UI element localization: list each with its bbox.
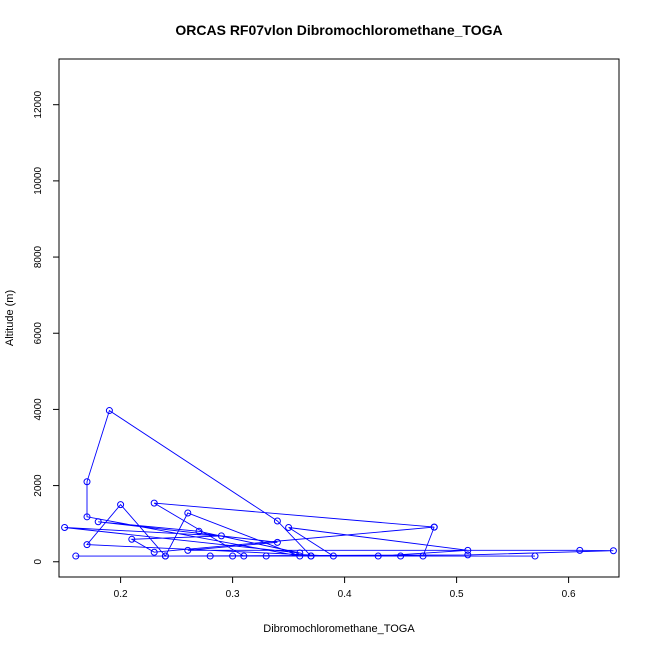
data-point bbox=[531, 552, 539, 560]
data-point bbox=[273, 517, 281, 525]
data-point bbox=[161, 552, 169, 560]
data-point bbox=[117, 501, 125, 509]
data-point bbox=[329, 552, 337, 560]
y-tick-label: 12000 bbox=[33, 90, 44, 118]
data-point bbox=[307, 552, 315, 560]
data-point bbox=[150, 499, 158, 507]
data-point bbox=[576, 546, 584, 554]
data-point bbox=[195, 527, 203, 535]
data-point bbox=[296, 552, 304, 560]
data-point bbox=[83, 513, 91, 521]
data-point bbox=[128, 535, 136, 543]
data-point bbox=[217, 532, 225, 540]
data-point bbox=[262, 552, 270, 560]
data-point bbox=[150, 548, 158, 556]
series-layer bbox=[61, 407, 617, 560]
data-point bbox=[105, 407, 113, 415]
y-tick-label: 2000 bbox=[33, 474, 44, 497]
y-tick-label: 8000 bbox=[33, 245, 44, 268]
y-tick-label: 6000 bbox=[33, 322, 44, 345]
data-point bbox=[609, 547, 617, 555]
data-point bbox=[285, 523, 293, 531]
x-tick-label: 0.4 bbox=[338, 589, 352, 600]
data-point bbox=[464, 546, 472, 554]
y-axis-label: Altitude (m) bbox=[4, 290, 16, 346]
y-tick-label: 0 bbox=[33, 559, 44, 565]
series-line bbox=[64, 409, 614, 557]
data-point bbox=[273, 538, 281, 546]
data-point bbox=[419, 552, 427, 560]
x-tick-label: 0.2 bbox=[114, 589, 128, 600]
data-point bbox=[240, 552, 248, 560]
data-point bbox=[61, 523, 69, 531]
data-point bbox=[72, 552, 80, 560]
x-tick-label: 0.6 bbox=[562, 589, 576, 600]
y-tick-label: 4000 bbox=[33, 398, 44, 421]
y-axis: 0 2000 4000 6000 8000 10000 12000 bbox=[33, 90, 60, 565]
data-point bbox=[83, 478, 91, 486]
x-tick-label: 0.5 bbox=[450, 589, 464, 600]
data-point bbox=[206, 552, 214, 560]
y-tick-label: 10000 bbox=[33, 167, 44, 195]
data-point bbox=[94, 518, 102, 526]
x-axis: 0.2 0.3 0.4 0.5 0.6 bbox=[114, 576, 576, 600]
data-point bbox=[83, 541, 91, 549]
data-point bbox=[229, 552, 237, 560]
data-point bbox=[184, 546, 192, 554]
chart-title: ORCAS RF07vlon Dibromochloromethane_TOGA bbox=[175, 22, 502, 38]
x-axis-label: Dibromochloromethane_TOGA bbox=[263, 623, 415, 635]
data-point bbox=[464, 551, 472, 559]
data-point bbox=[296, 549, 304, 557]
data-point bbox=[184, 509, 192, 517]
data-point bbox=[374, 552, 382, 560]
data-point bbox=[430, 523, 438, 531]
data-point bbox=[397, 552, 405, 560]
x-tick-label: 0.3 bbox=[226, 589, 240, 600]
